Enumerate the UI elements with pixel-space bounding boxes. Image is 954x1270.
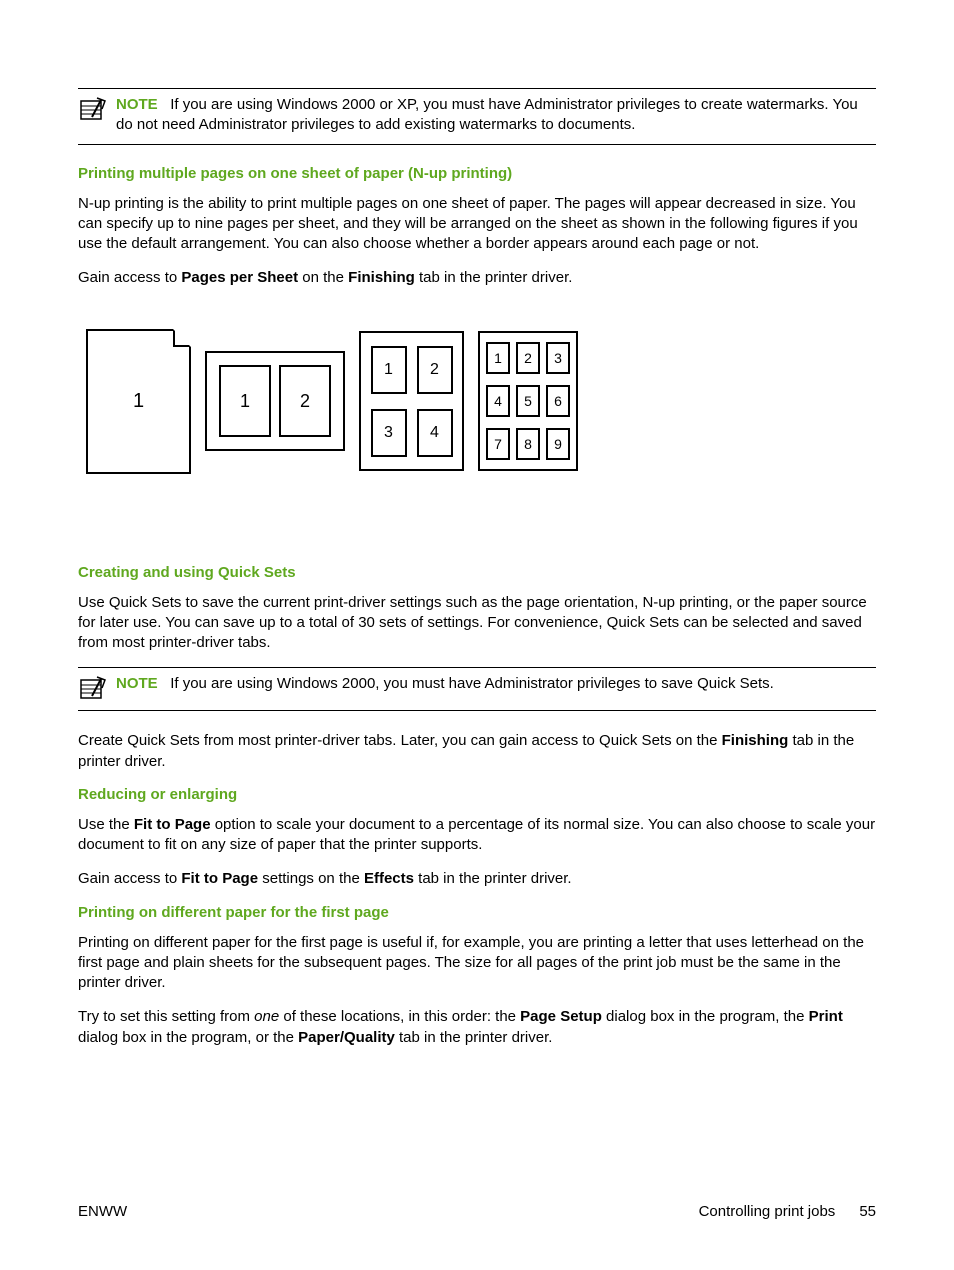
nup-para2: Gain access to Pages per Sheet on the Fi…	[78, 268, 876, 288]
cell: 7	[486, 428, 510, 460]
footer-page-number: 55	[859, 1203, 876, 1220]
page-footer: ENWW Controlling print jobs 55	[78, 1203, 876, 1220]
fit-to-page-label: Fit to Page	[134, 816, 211, 833]
nup-para1: N-up printing is the ability to print mu…	[78, 194, 876, 255]
effects-tab-label: Effects	[364, 870, 414, 887]
finishing-tab-label: Finishing	[348, 269, 415, 286]
heading-firstpage: Printing on different paper for the firs…	[78, 904, 876, 921]
document-page: NOTE If you are using Windows 2000 or XP…	[0, 0, 954, 1270]
firstpage-para1: Printing on different paper for the firs…	[78, 933, 876, 994]
heading-quicksets: Creating and using Quick Sets	[78, 564, 876, 581]
cell: 2	[516, 342, 540, 374]
quicksets-para1: Use Quick Sets to save the current print…	[78, 593, 876, 654]
cell: 5	[516, 385, 540, 417]
italic-one: one	[254, 1008, 279, 1025]
footer-right: Controlling print jobs 55	[699, 1203, 876, 1220]
cell-num: 1	[133, 390, 144, 413]
cell: 4	[486, 385, 510, 417]
reduce-para2: Gain access to Fit to Page settings on t…	[78, 869, 876, 889]
cell: 3	[546, 342, 570, 374]
cell-num: 8	[524, 436, 532, 452]
cell-num: 2	[430, 361, 439, 379]
heading-nup: Printing multiple pages on one sheet of …	[78, 165, 876, 182]
note-text-1: NOTE If you are using Windows 2000 or XP…	[116, 95, 876, 136]
diagram-sheet-1up: 1	[86, 329, 191, 474]
cell: 9	[546, 428, 570, 460]
finishing-tab-label: Finishing	[722, 732, 789, 749]
cell-num: 3	[384, 424, 393, 442]
cell: 1	[219, 365, 271, 437]
cell-num: 5	[524, 393, 532, 409]
nup-diagram: 1 1 2 1 2 3 4 1 2 3 4 5 6 7 8 9	[86, 329, 876, 474]
note-text-2: NOTE If you are using Windows 2000, you …	[116, 674, 876, 694]
cell-num: 7	[494, 436, 502, 452]
cell: 2	[417, 346, 453, 394]
cell: 4	[417, 409, 453, 457]
cell-num: 4	[430, 424, 439, 442]
cell-num: 2	[524, 350, 532, 366]
paper-quality-label: Paper/Quality	[298, 1029, 395, 1046]
cell: 2	[279, 365, 331, 437]
diagram-sheet-2up: 1 2	[205, 351, 345, 451]
heading-reduce: Reducing or enlarging	[78, 786, 876, 803]
cell-num: 2	[300, 391, 310, 412]
note-icon	[78, 674, 116, 702]
page-setup-label: Page Setup	[520, 1008, 602, 1025]
pages-per-sheet-label: Pages per Sheet	[181, 269, 298, 286]
cell: 6	[546, 385, 570, 417]
note-body: If you are using Windows 2000 or XP, you…	[116, 96, 858, 133]
cell-num: 1	[384, 361, 393, 379]
diagram-sheet-4up: 1 2 3 4	[359, 331, 464, 471]
cell-num: 6	[554, 393, 562, 409]
txt: tab in the printer driver.	[395, 1029, 553, 1046]
reduce-para1: Use the Fit to Page option to scale your…	[78, 815, 876, 856]
txt: Gain access to	[78, 870, 181, 887]
note-box-1: NOTE If you are using Windows 2000 or XP…	[78, 88, 876, 145]
quicksets-para2: Create Quick Sets from most printer-driv…	[78, 731, 876, 772]
cell-num: 9	[554, 436, 562, 452]
cell-num: 4	[494, 393, 502, 409]
note-label: NOTE	[116, 675, 158, 692]
footer-section-title: Controlling print jobs	[699, 1203, 836, 1220]
txt: Try to set this setting from	[78, 1008, 254, 1025]
txt: Use the	[78, 816, 134, 833]
note-label: NOTE	[116, 96, 158, 113]
page-content: NOTE If you are using Windows 2000 or XP…	[78, 88, 876, 1048]
txt: tab in the printer driver.	[415, 269, 573, 286]
cell-num: 1	[494, 350, 502, 366]
footer-left: ENWW	[78, 1203, 127, 1220]
cell-num: 3	[554, 350, 562, 366]
txt: Create Quick Sets from most printer-driv…	[78, 732, 722, 749]
txt: dialog box in the program, the	[602, 1008, 809, 1025]
txt: Gain access to	[78, 269, 181, 286]
txt: on the	[298, 269, 348, 286]
cell-num: 1	[240, 391, 250, 412]
cell: 3	[371, 409, 407, 457]
fit-to-page-label: Fit to Page	[181, 870, 258, 887]
txt: dialog box in the program, or the	[78, 1029, 298, 1046]
firstpage-para2: Try to set this setting from one of thes…	[78, 1007, 876, 1048]
cell: 1	[371, 346, 407, 394]
dog-ear-icon	[173, 329, 191, 347]
diagram-sheet-9up: 1 2 3 4 5 6 7 8 9	[478, 331, 578, 471]
note-box-2: NOTE If you are using Windows 2000, you …	[78, 667, 876, 711]
cell: 1	[486, 342, 510, 374]
cell: 8	[516, 428, 540, 460]
txt: of these locations, in this order: the	[279, 1008, 520, 1025]
print-dialog-label: Print	[809, 1008, 843, 1025]
txt: tab in the printer driver.	[414, 870, 572, 887]
note-body: If you are using Windows 2000, you must …	[170, 675, 774, 692]
note-icon	[78, 95, 116, 123]
txt: settings on the	[258, 870, 364, 887]
